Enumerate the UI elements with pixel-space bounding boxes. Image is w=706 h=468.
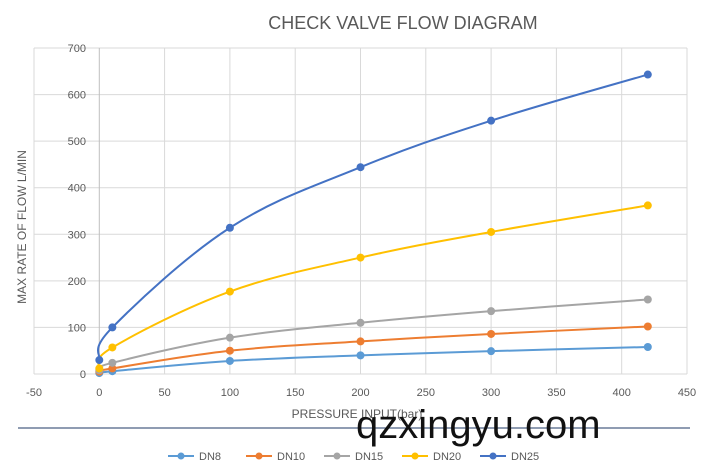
y-tick-label: 500 [68,136,86,148]
x-tick-label: 0 [96,387,102,399]
legend-marker-dn10 [255,452,263,460]
data-point-dn20 [95,364,104,373]
x-axis-ticks: -50 0 50 100 150 200 250 300 350 400 450 [26,387,696,399]
data-point-dn15 [356,318,365,327]
data-point-dn10 [487,329,496,338]
data-point-dn25 [108,323,117,332]
data-point-dn25 [95,356,104,365]
x-tick-label: 250 [417,387,435,399]
data-point-dn10 [643,322,652,331]
data-point-dn20 [487,227,496,236]
y-tick-label: 0 [80,369,86,381]
x-tick-label: 150 [286,387,304,399]
watermark: qzxingyu.com [356,403,601,447]
legend-label-dn25: DN25 [511,451,539,463]
data-point-dn8 [643,342,652,351]
data-point-dn8 [225,356,234,365]
data-point-dn8 [356,351,365,360]
y-tick-label: 400 [68,183,86,195]
series-lines [96,73,649,375]
y-tick-label: 600 [68,90,86,102]
x-axis-label: PRESSURE INPUT(bar) [292,407,423,421]
legend-marker-dn25 [489,452,497,460]
data-point-dn25 [225,223,234,232]
data-point-dn8 [487,347,496,356]
data-point-dn15 [108,358,117,367]
x-tick-label: 350 [547,387,565,399]
data-point-dn25 [356,163,365,172]
y-tick-label: 200 [68,276,86,288]
legend-marker-dn20 [411,452,419,460]
y-axis-label: MAX RATE OF FLOW L/MIN [15,150,29,304]
data-point-dn25 [643,70,652,79]
x-tick-label: 300 [482,387,500,399]
legend-marker-dn15 [333,452,341,460]
data-point-dn20 [108,343,117,352]
series-line-dn25 [96,73,649,361]
x-tick-label: 100 [221,387,239,399]
x-tick-label: 450 [678,387,696,399]
y-tick-label: 700 [68,43,86,55]
data-point-dn15 [487,307,496,316]
legend-label-dn8: DN8 [199,451,221,463]
series-line-dn20 [96,204,648,369]
legend-label-dn15: DN15 [355,451,383,463]
series-line-dn8 [96,345,648,375]
legend-marker-dn8 [177,452,185,460]
data-point-dn15 [643,295,652,304]
legend: DN8 DN10 DN15 DN20 DN25 [168,451,539,463]
data-point-dn10 [108,364,117,373]
legend-label-dn20: DN20 [433,451,461,463]
chart-title: CHECK VALVE FLOW DIAGRAM [268,13,537,33]
y-axis-ticks: 0 100 200 300 400 500 600 700 [68,43,86,381]
data-point-dn20 [643,201,652,210]
y-tick-label: 300 [68,229,86,241]
x-tick-label: 200 [351,387,369,399]
data-point-dn15 [225,333,234,342]
x-tick-label: -50 [26,387,42,399]
y-tick-label: 100 [68,322,86,334]
legend-label-dn10: DN10 [277,451,305,463]
series-line-dn15 [96,298,648,372]
data-point-dn10 [225,346,234,355]
series-points [95,70,652,378]
data-point-dn20 [356,253,365,262]
x-tick-label: 50 [158,387,170,399]
x-tick-label: 400 [613,387,631,399]
data-point-dn20 [225,287,234,296]
data-point-dn10 [356,337,365,346]
data-point-dn25 [487,116,496,125]
